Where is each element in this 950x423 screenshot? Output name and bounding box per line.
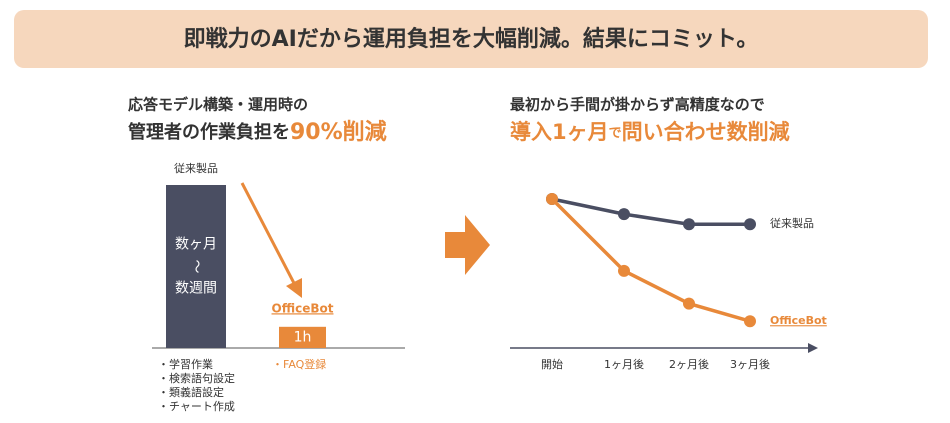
legend-label: 従来製品: [770, 216, 814, 230]
x-tick-label: 1ヶ月後: [604, 357, 644, 371]
bar: [279, 326, 326, 348]
x-tick-label: 開始: [541, 357, 563, 371]
center-arrow: [445, 215, 490, 275]
bar: [166, 185, 226, 348]
axis-arrow: [808, 343, 818, 353]
bar-text: 〜: [188, 260, 204, 274]
header-band: [14, 10, 928, 68]
legend-label: OfficeBot: [770, 314, 827, 327]
series-line: [551, 197, 750, 226]
point: [744, 218, 756, 231]
point: [618, 264, 630, 277]
left-title: 応答モデル構築・運用時の: [128, 96, 308, 114]
right-title: 最初から手間が掛からず高精度なので: [510, 96, 765, 114]
title-part: で: [609, 126, 622, 141]
bar-text: 数ヶ月: [175, 237, 217, 253]
left-title: 管理者の作業負担を90%削減: [128, 120, 387, 145]
category-label: OfficeBot: [272, 301, 334, 315]
title-highlight: 90%削減: [290, 120, 387, 145]
point: [683, 218, 695, 231]
note: ・検索語句設定: [158, 371, 235, 385]
bar-text: 1h: [294, 329, 312, 345]
bar-text: 数週間: [175, 281, 217, 297]
note: ・チャート作成: [158, 400, 235, 413]
right-title: 導入1ヶ月で問い合わせ数削減: [510, 120, 790, 144]
drop-arrow: [240, 182, 298, 288]
title-part: 導入1ヶ月: [510, 120, 609, 144]
point: [744, 315, 756, 328]
note: ・FAQ登録: [272, 357, 326, 371]
series-line: [550, 197, 751, 323]
header-title: 即戦力のAIだから運用負担を大幅削減。結果にコミット。: [184, 26, 759, 52]
point: [618, 208, 630, 221]
x-tick-label: 2ヶ月後: [669, 357, 709, 371]
note: ・学習作業: [158, 357, 213, 371]
note: ・類義語設定: [158, 385, 224, 399]
category-label: 従来製品: [174, 161, 218, 175]
title-part: 管理者の作業負担を: [128, 121, 290, 143]
point: [683, 297, 695, 310]
drop-arrow-head: [286, 278, 302, 298]
point: [546, 193, 558, 205]
x-tick-label: 3ヶ月後: [730, 357, 770, 371]
title-part: 問い合わせ数削減: [622, 120, 790, 144]
